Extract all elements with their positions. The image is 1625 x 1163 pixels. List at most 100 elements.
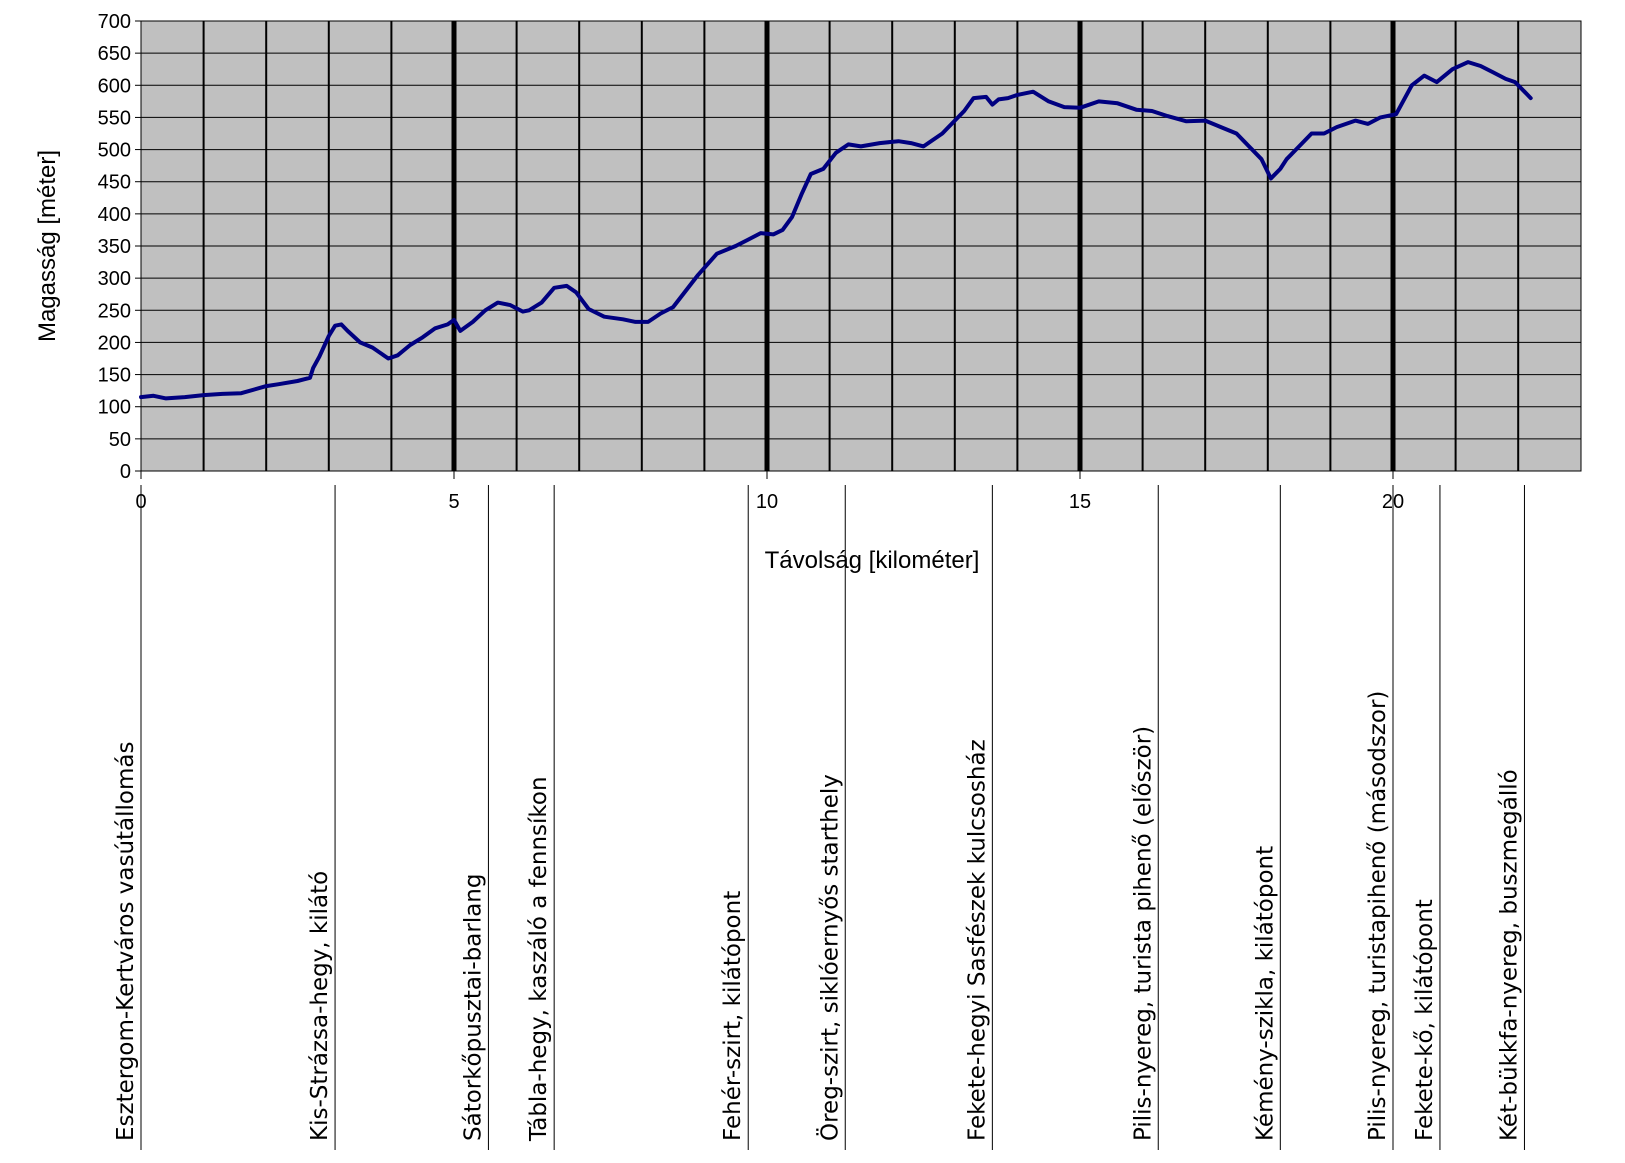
elevation-point (1078, 106, 1082, 110)
elevation-point (734, 244, 738, 248)
waypoint-label: Kémény-szikla, kilátópont (1252, 846, 1278, 1141)
elevation-point (1278, 167, 1282, 171)
elevation-point (1379, 115, 1382, 119)
x-axis-ticks: 0 5 10 15 20 (135, 471, 1404, 513)
elevation-point (296, 379, 299, 383)
elevation-point (1116, 101, 1120, 105)
elevation-point (239, 391, 243, 395)
waypoint-label: Fekete-kő, kilátópont (1412, 899, 1438, 1141)
waypoint-label: Esztergom-Kertváros vasútállomás (113, 742, 139, 1141)
y-tick-label: 550 (98, 107, 131, 129)
elevation-point (527, 308, 531, 312)
y-tick-label: 350 (98, 236, 131, 258)
y-tick-label: 250 (98, 300, 131, 322)
elevation-point (781, 228, 785, 232)
elevation-point (1394, 112, 1398, 116)
elevation-point (264, 384, 268, 388)
waypoint-label: Két-bükkfa-nyereg, buszmegálló (1497, 769, 1523, 1141)
elevation-point (164, 396, 168, 400)
elevation-point (1062, 105, 1066, 109)
elevation-point (358, 340, 362, 344)
x-tick-label: 5 (448, 491, 459, 513)
elevation-point (552, 286, 556, 290)
elevation-point (962, 109, 966, 113)
elevation-point (1015, 93, 1019, 97)
elevation-point (1269, 177, 1273, 180)
y-tick-label: 150 (98, 365, 131, 387)
elevation-point (799, 193, 803, 197)
elevation-point (1451, 67, 1454, 71)
elevation-point (1435, 80, 1439, 84)
waypoint-label: Pilis-nyereg, turistapihenő (másodszor) (1365, 691, 1391, 1141)
elevation-point (909, 141, 913, 145)
elevation-point (997, 97, 1001, 101)
elevation-point (327, 334, 331, 338)
elevation-point (809, 172, 813, 176)
y-tick-label: 450 (98, 172, 131, 194)
elevation-point (1285, 157, 1289, 161)
elevation-point (715, 252, 719, 256)
elevation-point (972, 96, 976, 100)
elevation-point (587, 307, 591, 311)
elevation-point (1166, 114, 1170, 118)
elevation-point (1297, 144, 1301, 148)
y-tick-label: 0 (120, 461, 131, 483)
x-tick-label: 10 (756, 491, 778, 513)
elevation-point (1410, 83, 1414, 87)
elevation-point (940, 132, 944, 135)
elevation-point (521, 310, 525, 314)
elevation-point (746, 238, 750, 242)
elevation-point (1247, 144, 1251, 148)
elevation-point (846, 142, 850, 146)
elevation-point (508, 303, 512, 307)
y-tick-label: 650 (98, 43, 131, 65)
elevation-point (984, 95, 988, 99)
elevation-point (220, 392, 224, 396)
elevation-point (421, 335, 425, 339)
waypoint-label: Kis-Strázsa-hegy, kilátó (307, 871, 333, 1141)
y-tick-label: 200 (98, 332, 131, 354)
elevation-point (1150, 109, 1154, 113)
elevation-point (1529, 96, 1533, 100)
elevation-points (139, 60, 1533, 400)
elevation-point (659, 312, 663, 315)
elevation-point (859, 144, 863, 148)
elevation-point (602, 315, 606, 319)
elevation-point (759, 231, 763, 235)
waypoint-label: Fehér-szirt, kilátópont (720, 891, 746, 1141)
waypoint-label: Sátorkőpusztai-barlang (460, 874, 486, 1141)
elevation-point (1466, 60, 1470, 64)
elevation-point (990, 103, 994, 107)
elevation-point (333, 324, 337, 328)
elevation-point (1353, 119, 1357, 123)
elevation-point (922, 144, 925, 148)
elevation-point (483, 308, 487, 312)
horizontal-gridlines (141, 52, 1581, 440)
elevation-point (386, 357, 390, 360)
elevation-point (183, 395, 187, 399)
y-tick-label: 500 (98, 140, 131, 162)
elevation-point (339, 322, 343, 326)
waypoint-label: Fekete-hegyi Sasfészek kulcsosház (964, 739, 990, 1141)
elevation-point (834, 151, 838, 155)
elevation-point (684, 289, 688, 293)
waypoint-label: Tábla-hegy, kaszáló a fennsíkon (526, 776, 552, 1142)
elevation-point (771, 232, 775, 236)
elevation-point (1366, 122, 1370, 126)
y-tick-label: 300 (98, 268, 131, 290)
elevation-point (1479, 64, 1483, 68)
waypoint-label: Pilis-nyereg, turista pihenő (először) (1130, 726, 1156, 1141)
elevation-point (1203, 119, 1207, 123)
elevation-point (621, 317, 625, 321)
elevation-point (1491, 70, 1495, 74)
elevation-point (1422, 74, 1426, 78)
y-tick-label: 600 (98, 75, 131, 97)
elevation-point (1322, 132, 1326, 135)
elevation-point (1097, 99, 1101, 103)
elevation-point (1513, 80, 1517, 84)
elevation-point (540, 301, 544, 305)
elevation-point (1047, 99, 1051, 103)
elevation-point (1335, 125, 1339, 129)
elevation-point (1260, 157, 1263, 161)
elevation-point (953, 119, 957, 123)
